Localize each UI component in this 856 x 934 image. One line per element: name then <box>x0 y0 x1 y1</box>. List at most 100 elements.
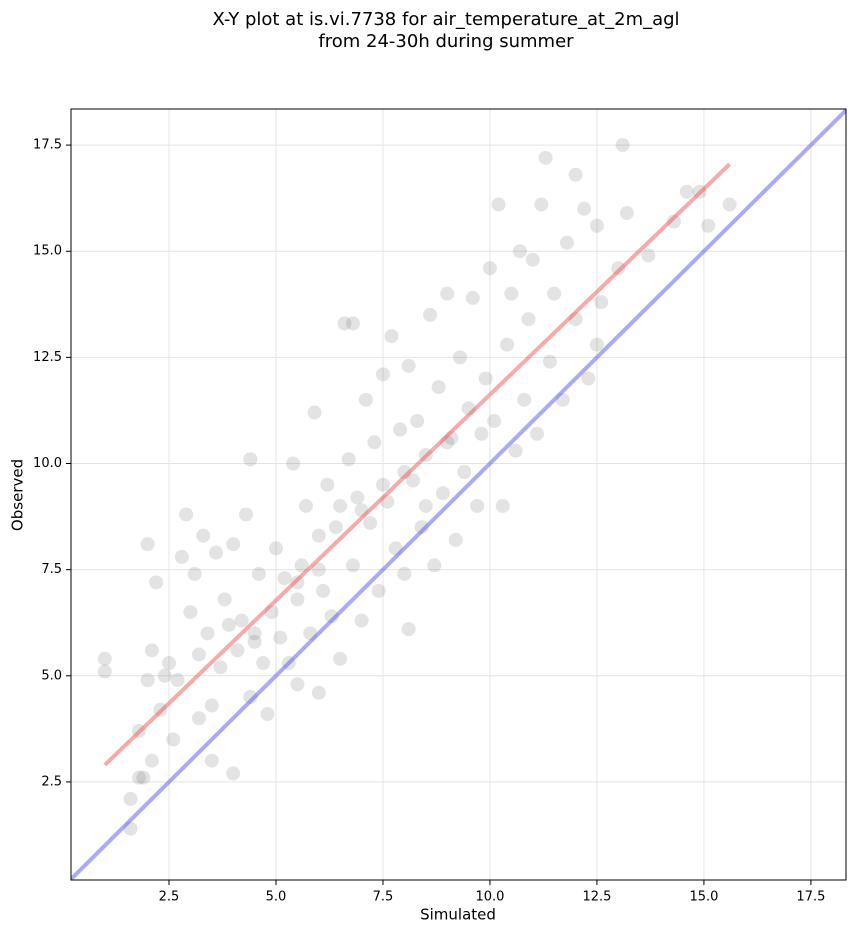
point <box>534 197 549 212</box>
point <box>525 252 540 267</box>
point <box>440 286 455 301</box>
point <box>504 286 519 301</box>
point <box>427 558 442 573</box>
y-tick-label: 17.5 <box>33 138 62 153</box>
point <box>243 452 258 467</box>
point <box>559 235 574 250</box>
x-tick-label: 12.5 <box>582 890 611 905</box>
point <box>260 706 275 721</box>
point <box>722 197 737 212</box>
point <box>290 677 305 692</box>
point <box>615 138 630 153</box>
x-tick-label: 5.0 <box>266 890 287 905</box>
point <box>316 583 331 598</box>
point <box>161 656 176 671</box>
point <box>328 520 343 535</box>
point <box>204 698 219 713</box>
point <box>435 486 450 501</box>
point <box>465 290 480 305</box>
point <box>149 575 164 590</box>
point <box>641 248 656 263</box>
point <box>286 456 301 471</box>
point <box>333 651 348 666</box>
point <box>431 380 446 395</box>
point <box>547 286 562 301</box>
point <box>568 167 583 182</box>
y-tick-label: 12.5 <box>33 350 62 365</box>
x-tick-label: 10.0 <box>475 890 504 905</box>
y-tick-label: 2.5 <box>41 774 62 789</box>
point <box>247 626 262 641</box>
point <box>397 566 412 581</box>
point <box>311 528 326 543</box>
point <box>247 634 262 649</box>
point <box>132 770 147 785</box>
point <box>234 613 249 628</box>
point <box>196 528 211 543</box>
point <box>470 498 485 513</box>
point <box>457 464 472 479</box>
point <box>204 753 219 768</box>
point <box>423 307 438 322</box>
point <box>384 329 399 344</box>
point <box>581 371 596 386</box>
point <box>273 630 288 645</box>
point <box>157 668 172 683</box>
point <box>144 643 159 658</box>
point <box>589 218 604 233</box>
x-tick-label: 2.5 <box>159 890 180 905</box>
point <box>346 316 361 331</box>
fit-line <box>103 162 731 767</box>
chart-subtitle: from 24-30h during summer <box>318 31 574 52</box>
point <box>405 473 420 488</box>
point <box>619 206 634 221</box>
point <box>512 244 527 259</box>
point <box>311 685 326 700</box>
point <box>136 770 151 785</box>
point <box>363 515 378 530</box>
point <box>452 350 467 365</box>
y-tick-label: 5.0 <box>41 668 62 683</box>
point <box>179 507 194 522</box>
point <box>577 201 592 216</box>
point <box>298 498 313 513</box>
point <box>320 477 335 492</box>
point <box>521 312 536 327</box>
point <box>209 545 224 560</box>
point <box>401 622 416 637</box>
point <box>230 643 245 658</box>
point <box>307 405 322 420</box>
point <box>187 566 202 581</box>
point <box>277 571 292 586</box>
point <box>346 558 361 573</box>
point <box>542 354 557 369</box>
fit-line <box>71 109 846 880</box>
point <box>183 605 198 620</box>
point <box>200 626 215 641</box>
x-axis-label: Simulated <box>420 906 496 924</box>
point <box>251 566 266 581</box>
point <box>239 507 254 522</box>
point <box>191 647 206 662</box>
point <box>401 358 416 373</box>
point <box>495 498 510 513</box>
point <box>589 337 604 352</box>
point <box>290 592 305 607</box>
point <box>679 184 694 199</box>
point <box>367 435 382 450</box>
point <box>375 367 390 382</box>
point <box>140 673 155 688</box>
point <box>294 558 309 573</box>
point <box>358 392 373 407</box>
point <box>140 537 155 552</box>
point <box>701 218 716 233</box>
point <box>375 477 390 492</box>
point <box>538 150 553 165</box>
x-tick-label: 7.5 <box>373 890 394 905</box>
point <box>393 422 408 437</box>
point <box>491 197 506 212</box>
point <box>341 452 356 467</box>
point <box>256 656 271 671</box>
point <box>213 660 228 675</box>
